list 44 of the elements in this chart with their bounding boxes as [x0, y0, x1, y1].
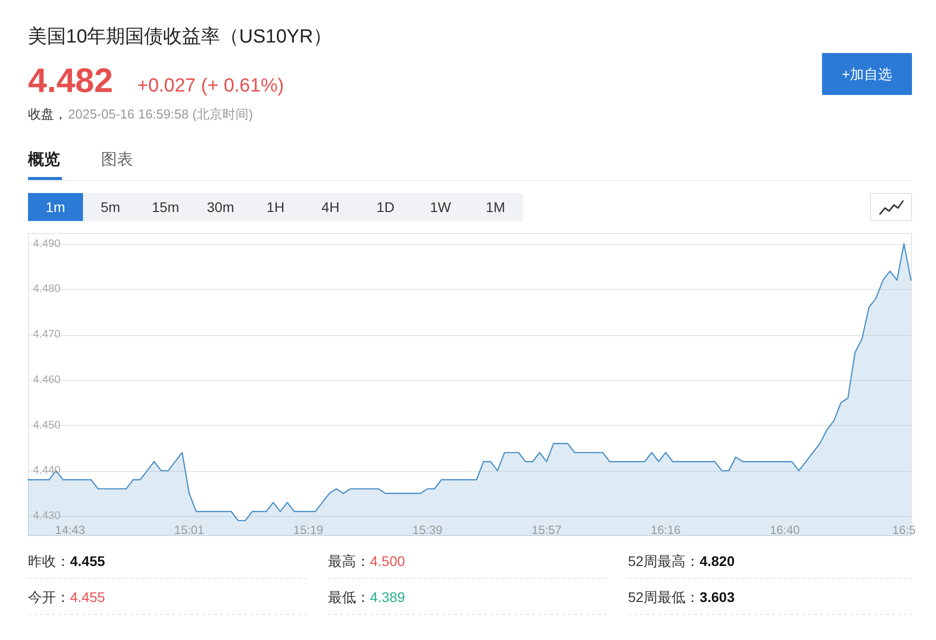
text: 概览	[27, 150, 60, 168]
text: 30m	[206, 199, 234, 215]
y-tick-label: 4.430	[33, 510, 61, 522]
y-tick-label: 4.470	[33, 328, 61, 341]
x-tick-label: 15:01	[174, 523, 205, 537]
text: 1H	[266, 199, 284, 215]
text: 5m	[100, 199, 120, 215]
y-tick-label: 4.440	[33, 464, 61, 477]
y-tick-label: 4.450	[33, 419, 61, 432]
x-tick-label: 16:16	[650, 523, 682, 537]
x-tick-label: 14:43	[55, 523, 86, 537]
text: 2025-05-16 16:59:58 (北京时间)	[68, 106, 253, 122]
text: 52周最低：	[628, 589, 700, 605]
text: 4.482	[28, 62, 114, 100]
text: 4.500	[370, 553, 406, 569]
x-tick-label: 16:40	[770, 523, 800, 537]
text: 4.455	[70, 589, 106, 605]
y-tick-label: 4.490	[33, 238, 61, 250]
text: 52周最高：	[628, 553, 700, 569]
text: 今开：	[28, 589, 70, 605]
y-tick-label: 4.460	[33, 374, 61, 386]
text: 1W	[430, 199, 452, 215]
text: 收盘，	[28, 106, 67, 122]
x-tick-label: 15:57	[532, 523, 562, 537]
x-tick-label: 16:5	[892, 523, 916, 537]
text: 1m	[46, 199, 66, 215]
text: 图表	[101, 150, 133, 168]
text: 最高：	[328, 553, 370, 569]
text: 15m	[152, 199, 180, 215]
text: 1D	[376, 199, 394, 215]
text: 4.820	[700, 553, 735, 569]
text: 4H	[322, 199, 340, 215]
text: +加自选	[842, 66, 892, 82]
x-tick-label: 15:19	[293, 523, 324, 537]
y-tick-label: 4.480	[33, 283, 61, 296]
text: 4.455	[70, 553, 106, 569]
chart-title: 美国10年期国债收益率（US10YR）	[28, 26, 332, 48]
text: 1M	[486, 199, 506, 215]
text: 3.603	[700, 589, 735, 605]
text: +0.027 (+ 0.61%)	[137, 76, 284, 96]
text: 最低：	[328, 589, 370, 605]
x-tick-label: 15:39	[412, 523, 443, 537]
text: 昨收：	[28, 553, 70, 569]
text: 4.389	[370, 589, 406, 605]
